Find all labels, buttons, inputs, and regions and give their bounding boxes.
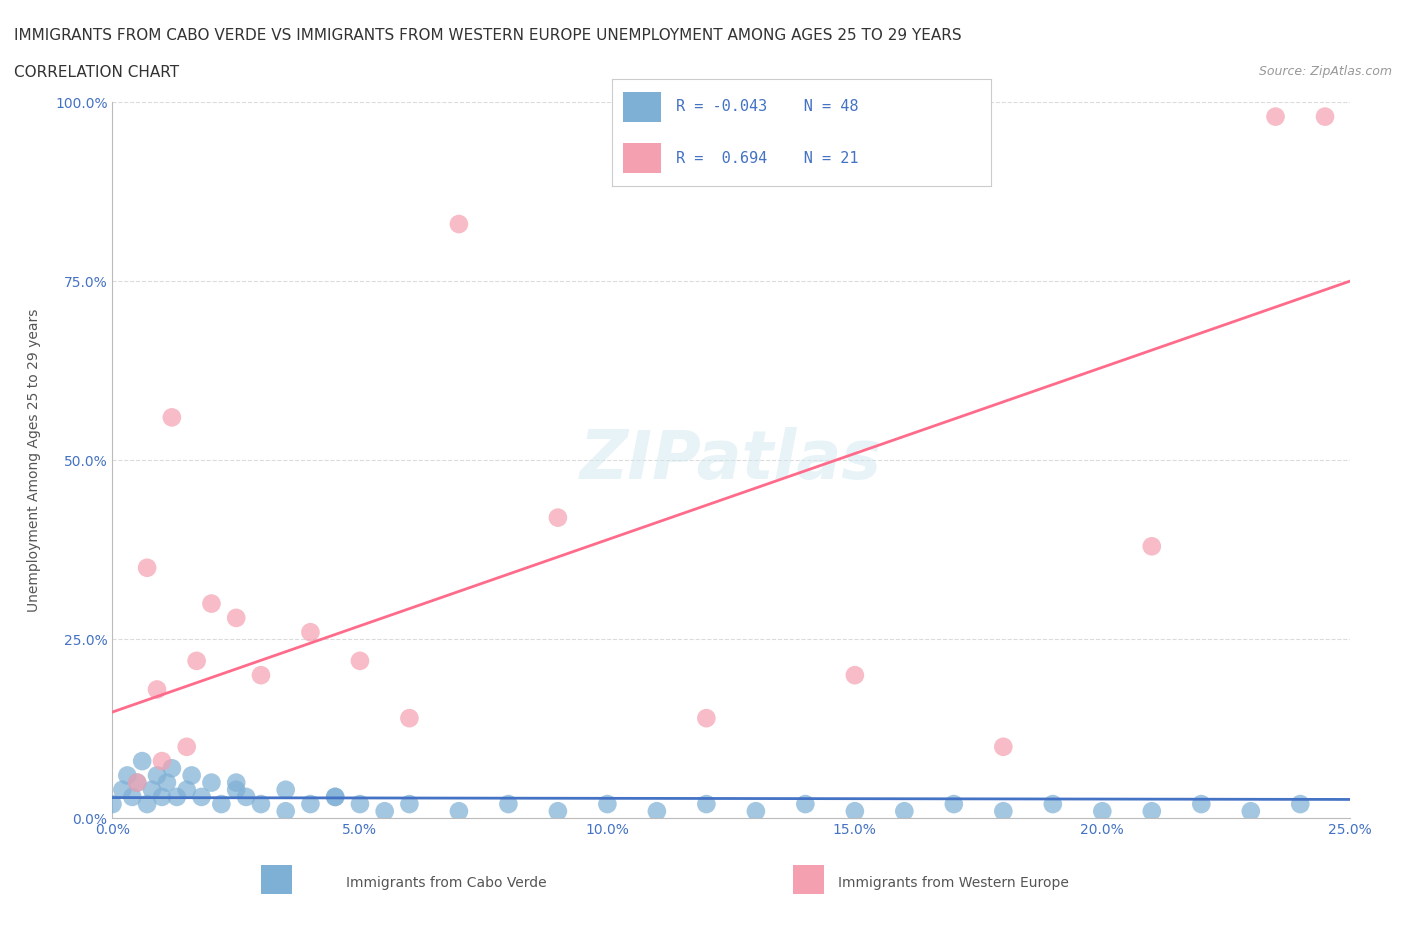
Point	[323, 790, 346, 804]
Point	[1140, 804, 1163, 818]
Point	[1140, 538, 1163, 553]
Point	[695, 797, 717, 812]
Point	[127, 776, 149, 790]
FancyBboxPatch shape	[623, 92, 661, 122]
Text: Immigrants from Cabo Verde: Immigrants from Cabo Verde	[346, 876, 547, 890]
Point	[1042, 797, 1064, 812]
FancyBboxPatch shape	[623, 143, 661, 173]
Point	[1189, 797, 1212, 812]
Point	[225, 776, 247, 790]
Point	[844, 804, 866, 818]
Point	[200, 596, 222, 611]
Point	[1289, 797, 1312, 812]
Point	[127, 776, 149, 790]
Point	[374, 804, 396, 818]
Point	[1264, 109, 1286, 124]
Point	[225, 610, 247, 625]
Point	[274, 782, 297, 797]
Point	[645, 804, 668, 818]
Point	[794, 797, 817, 812]
FancyBboxPatch shape	[793, 865, 824, 894]
Text: ZIPatlas: ZIPatlas	[581, 428, 882, 493]
Point	[136, 797, 159, 812]
Point	[1240, 804, 1263, 818]
Point	[498, 797, 520, 812]
Point	[844, 668, 866, 683]
Point	[131, 753, 153, 768]
Point	[225, 782, 247, 797]
Point	[547, 804, 569, 818]
FancyBboxPatch shape	[262, 865, 292, 894]
Point	[596, 797, 619, 812]
Point	[180, 768, 202, 783]
Point	[274, 804, 297, 818]
Point	[150, 753, 173, 768]
Point	[398, 711, 420, 725]
Point	[942, 797, 965, 812]
Point	[547, 511, 569, 525]
Point	[323, 790, 346, 804]
Point	[993, 739, 1015, 754]
Point	[695, 711, 717, 725]
Point	[893, 804, 915, 818]
Point	[156, 776, 179, 790]
Point	[398, 797, 420, 812]
Point	[235, 790, 257, 804]
Point	[447, 804, 470, 818]
Point	[447, 217, 470, 232]
Point	[146, 682, 169, 697]
Point	[150, 790, 173, 804]
Text: Source: ZipAtlas.com: Source: ZipAtlas.com	[1258, 65, 1392, 78]
Text: IMMIGRANTS FROM CABO VERDE VS IMMIGRANTS FROM WESTERN EUROPE UNEMPLOYMENT AMONG : IMMIGRANTS FROM CABO VERDE VS IMMIGRANTS…	[14, 28, 962, 43]
Point	[176, 739, 198, 754]
Point	[299, 625, 322, 640]
Point	[166, 790, 188, 804]
Text: R = -0.043    N = 48: R = -0.043 N = 48	[676, 100, 859, 114]
Point	[250, 668, 273, 683]
Point	[117, 768, 139, 783]
Point	[101, 797, 124, 812]
Point	[250, 797, 273, 812]
Point	[200, 776, 222, 790]
Point	[121, 790, 143, 804]
Text: Immigrants from Western Europe: Immigrants from Western Europe	[838, 876, 1070, 890]
Point	[190, 790, 212, 804]
Y-axis label: Unemployment Among Ages 25 to 29 years: Unemployment Among Ages 25 to 29 years	[27, 309, 41, 612]
Point	[349, 654, 371, 669]
Point	[160, 761, 183, 776]
Point	[186, 654, 208, 669]
Point	[136, 560, 159, 575]
Point	[111, 782, 134, 797]
Point	[209, 797, 232, 812]
Point	[1091, 804, 1114, 818]
Point	[299, 797, 322, 812]
Point	[993, 804, 1015, 818]
Text: CORRELATION CHART: CORRELATION CHART	[14, 65, 179, 80]
Point	[160, 410, 183, 425]
Point	[146, 768, 169, 783]
Point	[176, 782, 198, 797]
Point	[745, 804, 768, 818]
Point	[349, 797, 371, 812]
Point	[141, 782, 163, 797]
Text: R =  0.694    N = 21: R = 0.694 N = 21	[676, 151, 859, 166]
Point	[1313, 109, 1336, 124]
